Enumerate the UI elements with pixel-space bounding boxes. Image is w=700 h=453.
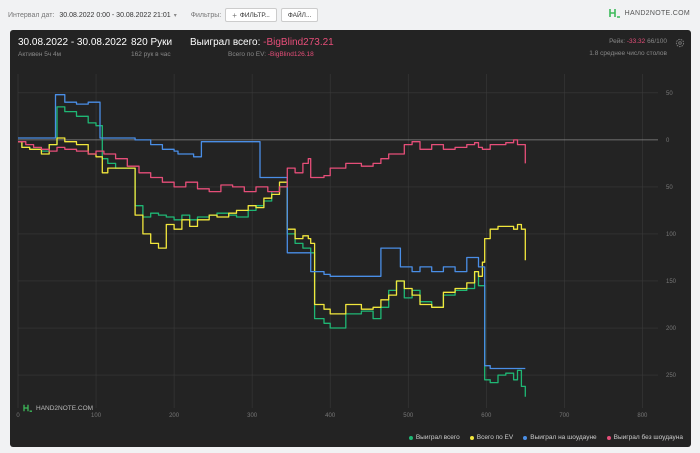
brand-logo-text: HAND2NOTE.COM <box>624 9 690 17</box>
legend-label: Выиграл всего <box>415 434 460 441</box>
gear-icon[interactable] <box>675 38 685 48</box>
legend-item[interactable]: Выиграл на шоудауне <box>523 434 597 441</box>
series-line <box>18 106 526 397</box>
summary-won: Выиграл всего: -BigBlind273.21 <box>190 37 334 48</box>
date-range-value: 30.08.2022 0:00 - 30.08.2022 21:01 <box>59 11 171 19</box>
graph-panel: 30.08.2022 - 30.08.2022 Активен 5ч 4м 82… <box>10 30 691 447</box>
file-button-label: ФАЙЛ... <box>287 11 312 19</box>
summary-hands-per-hour: 162 рук в час <box>131 51 171 58</box>
y-tick-label: 200 <box>666 326 677 332</box>
y-tick-label: 100 <box>666 232 677 238</box>
legend-label: Выиграл на шоудауне <box>530 434 597 441</box>
filter-button-label: ФИЛЬТР... <box>239 11 270 19</box>
legend-label: Выиграл без шоудауна <box>613 434 683 441</box>
chart-legend: Выиграл всего Всего по EV Выиграл на шоуда… <box>408 434 683 441</box>
watermark-logo-icon <box>23 404 32 412</box>
summary-ev: Всего по EV: -BigBlind126.18 <box>228 51 314 58</box>
summary-date-range: 30.08.2022 - 30.08.2022 <box>18 37 127 48</box>
legend-dot-icon <box>469 435 474 440</box>
legend-dot-icon <box>408 435 413 440</box>
brand-logo-icon <box>608 9 620 18</box>
graph-chart: 0 100 200 300 400 500 600 700 800500501001502002… <box>16 74 677 419</box>
watermark-text: HAND2NOTE.COM <box>36 404 94 412</box>
plus-icon: + <box>232 10 237 20</box>
summary-rake-label: Рейк: <box>609 38 626 45</box>
date-range-selector[interactable]: 30.08.2022 0:00 - 30.08.2022 21:01 ▾ <box>59 12 176 19</box>
series-line <box>18 137 526 315</box>
summary-rake-value: -33.32 <box>626 38 646 45</box>
x-tick-label: 500 <box>403 413 414 419</box>
summary-rake: Рейк: -33.32 66/100 <box>609 38 667 45</box>
x-tick-label: 700 <box>559 413 570 419</box>
filters-label: Фильтры: <box>190 11 222 19</box>
summary-won-label: Выиграл всего: <box>190 37 261 48</box>
legend-item[interactable]: Выиграл без шоудауна <box>606 434 683 441</box>
x-tick-label: 600 <box>481 413 492 419</box>
legend-item[interactable]: Выиграл всего <box>408 434 460 441</box>
top-toolbar: Интервал дат: 30.08.2022 0:00 - 30.08.20… <box>0 0 700 30</box>
x-tick-label: 100 <box>91 413 102 419</box>
series-line <box>18 139 526 193</box>
y-tick-label: 50 <box>666 185 673 191</box>
summary-active-time: Активен 5ч 4м <box>18 51 62 58</box>
chevron-down-icon: ▾ <box>173 12 177 19</box>
y-tick-label: 50 <box>666 91 673 97</box>
x-tick-label: 800 <box>637 413 648 419</box>
y-tick-label: 250 <box>666 373 677 379</box>
y-tick-label: 150 <box>666 279 677 285</box>
series-line <box>18 94 526 370</box>
summary-ev-label: Всего по EV: <box>228 51 267 58</box>
brand-logo: HAND2NOTE.COM <box>608 8 690 18</box>
legend-label: Всего по EV <box>476 434 514 441</box>
date-range-label: Интервал дат: <box>8 11 55 19</box>
x-tick-label: 200 <box>169 413 180 419</box>
filter-button[interactable]: + ФИЛЬТР... <box>225 8 277 22</box>
summary-rake-pct: 66/100 <box>647 38 667 45</box>
legend-item[interactable]: Всего по EV <box>469 434 514 441</box>
legend-dot-icon <box>606 435 611 440</box>
x-tick-label: 0 <box>16 413 20 419</box>
file-button[interactable]: ФАЙЛ... <box>280 8 319 22</box>
summary-ev-value: -BigBlind126.18 <box>267 51 314 58</box>
summary-avg-tables: 1.8 среднее число столов <box>589 50 667 57</box>
summary-won-value: -BigBlind273.21 <box>263 37 334 48</box>
x-tick-label: 300 <box>247 413 258 419</box>
legend-dot-icon <box>523 435 528 440</box>
x-tick-label: 400 <box>325 413 336 419</box>
y-tick-label: 0 <box>666 138 670 144</box>
watermark: HAND2NOTE.COM <box>23 404 93 412</box>
summary-hands: 820 Руки <box>131 37 173 48</box>
